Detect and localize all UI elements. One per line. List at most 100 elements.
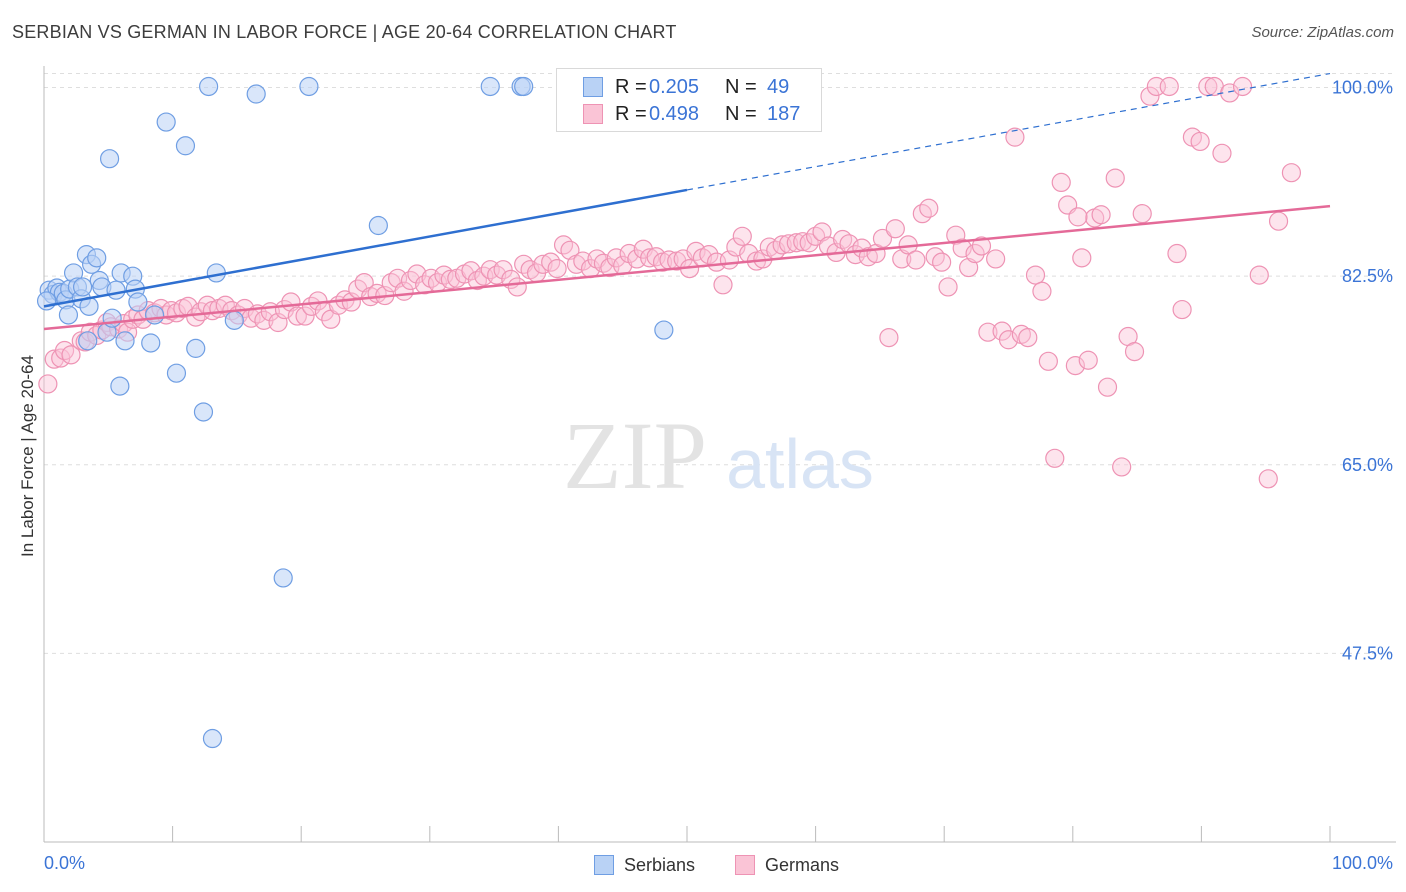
germans-swatch <box>583 104 603 124</box>
serbians-trend-extension <box>686 72 1331 191</box>
serbians-trend-line <box>43 188 688 308</box>
germans-point <box>1112 457 1132 477</box>
n-value: 187 <box>767 102 801 125</box>
germans-point <box>1005 127 1025 147</box>
germans-point <box>186 307 206 327</box>
germans-point <box>640 248 660 268</box>
germans-point <box>606 248 626 268</box>
serbians-point <box>115 331 135 351</box>
r-label: R = <box>615 75 647 98</box>
germans-point <box>1258 469 1278 489</box>
serbians-point <box>144 305 165 325</box>
germans-point <box>919 198 939 218</box>
serbians-point <box>58 305 79 325</box>
serbians-point <box>166 363 187 383</box>
serbians-point <box>193 402 214 422</box>
germans-point <box>1132 204 1152 224</box>
germans-point <box>61 345 81 365</box>
serbians-point <box>199 76 219 97</box>
serbians-point <box>224 310 244 330</box>
germans-point <box>1068 207 1088 227</box>
chart-title: SERBIAN VS GERMAN IN LABOR FORCE | AGE 2… <box>12 22 677 42</box>
germans-point <box>487 265 507 285</box>
watermark: ZIP atlas <box>563 402 874 509</box>
germans-point <box>965 243 985 264</box>
germans-point <box>892 249 912 269</box>
germans-point <box>1025 265 1046 285</box>
serbians-point <box>110 376 130 396</box>
germans-point <box>906 250 926 270</box>
germans-point <box>885 219 905 239</box>
germans-point <box>1268 211 1289 231</box>
legend-label-germans: Germans <box>765 854 840 875</box>
germans-point <box>1078 350 1098 370</box>
germans-point <box>971 236 992 256</box>
serbians-point <box>78 331 98 351</box>
serbians-point <box>106 280 126 300</box>
germans-trend-line <box>43 204 1331 331</box>
germans-point <box>713 275 733 295</box>
n-value: 49 <box>767 75 790 98</box>
serbians-point <box>480 76 500 97</box>
germans-point <box>932 252 952 272</box>
germans-legend-swatch <box>735 855 755 875</box>
germans-point <box>295 306 315 326</box>
germans-point <box>1212 143 1232 163</box>
serbians-point <box>273 568 293 588</box>
germans-point <box>407 264 427 284</box>
r-value: 0.498 <box>649 102 700 125</box>
x-tick-labels: 0.0% 100.0% <box>44 853 1393 873</box>
serbians-point <box>36 291 57 311</box>
y-tick-labels: 47.5% 65.0% 82.5% 100.0% <box>1332 78 1393 664</box>
germans-point <box>507 277 527 297</box>
serbians-point <box>128 292 148 312</box>
r-label: R = <box>615 102 647 125</box>
germans-point <box>699 245 719 265</box>
germans-point <box>772 235 792 255</box>
series-legend: Serbians Germans <box>0 852 1406 878</box>
germans-point <box>778 234 799 254</box>
germans-point <box>1032 281 1052 301</box>
germans-point <box>1172 299 1192 320</box>
germans-point <box>215 295 235 315</box>
stats-legend: R = 0.205 N = 49 R = 0.498 N = 187 <box>556 68 822 132</box>
germans-point <box>872 228 893 249</box>
serbians-point <box>175 136 196 156</box>
germans-point <box>1167 243 1187 264</box>
serbians-point <box>141 333 161 353</box>
germans-point <box>959 257 979 278</box>
germans-point <box>938 277 958 297</box>
germans-point <box>1190 131 1210 152</box>
watermark-atlas: atlas <box>726 425 874 503</box>
serbians-point <box>202 728 223 749</box>
n-label: N = <box>725 102 757 125</box>
y-tick-label: 47.5% <box>1342 643 1393 663</box>
germans-point <box>1105 168 1125 188</box>
germans-point <box>1249 265 1269 285</box>
serbians-point <box>514 76 534 97</box>
germans-point <box>553 235 574 255</box>
serbians-point <box>99 149 120 169</box>
germans-point <box>493 260 513 280</box>
y-tick-label: 65.0% <box>1342 455 1393 475</box>
serbians-point <box>186 338 206 358</box>
y-tick-label: 82.5% <box>1342 266 1393 286</box>
n-label: N = <box>725 75 757 98</box>
germans-point <box>287 306 307 326</box>
germans-point <box>1124 342 1145 362</box>
germans-point <box>354 273 374 293</box>
germans-point <box>1232 76 1253 97</box>
germans-point <box>1091 205 1111 225</box>
serbians-point <box>102 308 122 328</box>
serbians-points <box>36 76 674 749</box>
legend-item-germans[interactable]: Germans <box>735 852 839 878</box>
germans-point <box>440 269 460 289</box>
germans-point <box>912 204 932 224</box>
germans-point <box>858 247 878 267</box>
watermark-zip: ZIP <box>563 402 707 509</box>
legend-item-serbians[interactable]: Serbians <box>594 852 695 878</box>
germans-point <box>533 254 553 274</box>
serbians-point <box>368 215 388 236</box>
germans-point <box>1281 163 1302 183</box>
